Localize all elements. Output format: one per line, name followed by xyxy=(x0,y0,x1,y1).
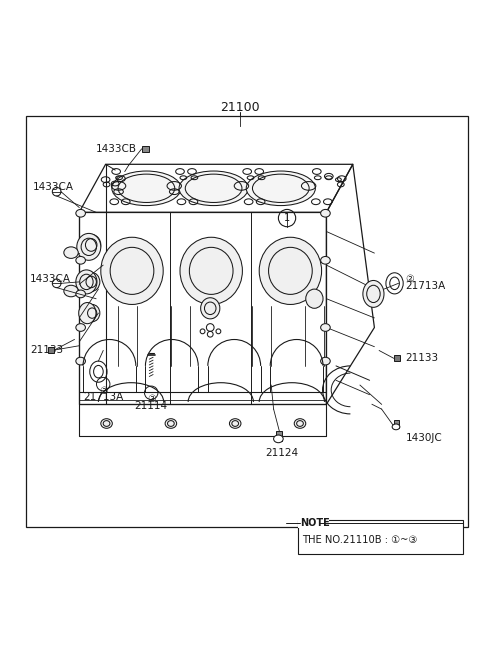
Ellipse shape xyxy=(321,324,330,331)
Ellipse shape xyxy=(82,234,101,255)
Text: ③: ③ xyxy=(147,394,156,405)
Text: 21114: 21114 xyxy=(134,401,168,411)
Text: 1433CB: 1433CB xyxy=(96,144,137,155)
Text: NOTE: NOTE xyxy=(300,518,330,529)
Text: 21713A: 21713A xyxy=(83,392,123,402)
Text: 1433CA: 1433CA xyxy=(33,182,73,193)
Ellipse shape xyxy=(321,257,330,264)
Bar xyxy=(48,346,54,354)
Ellipse shape xyxy=(246,171,315,206)
Ellipse shape xyxy=(79,303,96,324)
Ellipse shape xyxy=(112,171,181,206)
Ellipse shape xyxy=(165,419,177,428)
Ellipse shape xyxy=(64,247,78,258)
Bar xyxy=(142,146,149,152)
Ellipse shape xyxy=(363,280,384,307)
Bar xyxy=(276,431,282,441)
Ellipse shape xyxy=(321,210,330,217)
Text: 21124: 21124 xyxy=(265,448,299,458)
Text: THE NO.21110B : ①~③: THE NO.21110B : ①~③ xyxy=(302,534,418,545)
Text: 21133: 21133 xyxy=(406,353,439,364)
Ellipse shape xyxy=(101,237,163,305)
Ellipse shape xyxy=(306,289,323,309)
Bar xyxy=(298,519,329,528)
Text: 1430JC: 1430JC xyxy=(406,433,443,443)
Ellipse shape xyxy=(321,357,330,365)
Ellipse shape xyxy=(392,424,400,430)
Ellipse shape xyxy=(64,286,78,297)
Bar xyxy=(298,519,463,554)
Ellipse shape xyxy=(179,171,248,206)
Ellipse shape xyxy=(76,257,85,264)
Ellipse shape xyxy=(229,419,241,428)
Ellipse shape xyxy=(76,210,85,217)
Ellipse shape xyxy=(76,270,97,294)
Text: ②: ② xyxy=(406,274,414,284)
Ellipse shape xyxy=(259,237,322,305)
Ellipse shape xyxy=(180,237,242,305)
Text: 1: 1 xyxy=(284,213,290,223)
Ellipse shape xyxy=(201,298,220,319)
Ellipse shape xyxy=(76,357,85,365)
Ellipse shape xyxy=(84,305,100,322)
Text: ②: ② xyxy=(99,386,108,396)
Ellipse shape xyxy=(83,272,100,291)
Ellipse shape xyxy=(101,419,112,428)
Ellipse shape xyxy=(77,233,101,260)
Ellipse shape xyxy=(76,290,85,298)
Bar xyxy=(394,355,400,361)
Ellipse shape xyxy=(274,435,283,443)
Ellipse shape xyxy=(294,419,306,428)
Ellipse shape xyxy=(76,324,85,331)
Text: 21713A: 21713A xyxy=(406,281,446,291)
Bar xyxy=(394,420,399,428)
Text: 21100: 21100 xyxy=(220,101,260,114)
Text: 1433CA: 1433CA xyxy=(30,274,71,284)
Bar xyxy=(26,117,468,527)
Text: 21133: 21133 xyxy=(30,345,63,355)
